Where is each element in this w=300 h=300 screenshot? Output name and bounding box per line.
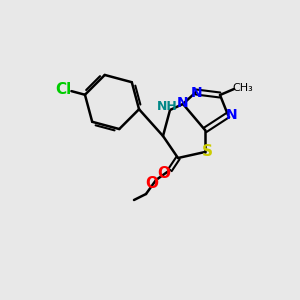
Text: Cl: Cl — [56, 82, 72, 97]
Text: N: N — [177, 96, 189, 110]
Text: N: N — [226, 108, 238, 122]
Text: O: O — [146, 176, 158, 190]
Text: NH: NH — [157, 100, 177, 113]
Text: N: N — [191, 86, 203, 100]
Text: CH₃: CH₃ — [232, 83, 254, 93]
Text: O: O — [158, 166, 170, 181]
Text: S: S — [202, 145, 212, 160]
